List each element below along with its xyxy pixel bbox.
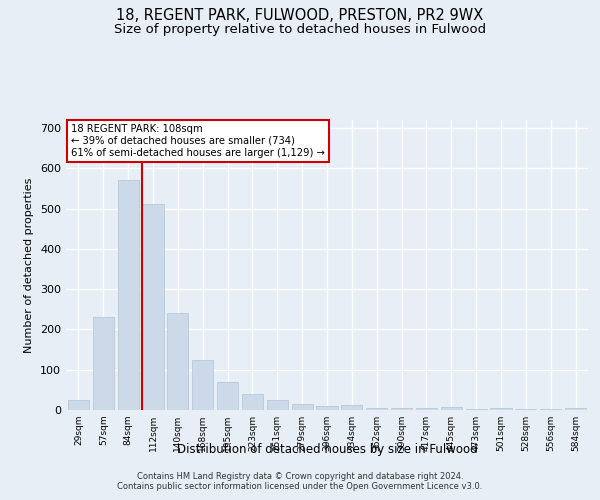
Bar: [242, 394, 263, 410]
Bar: [93, 316, 114, 410]
Bar: [118, 180, 139, 410]
Bar: [142, 204, 164, 410]
Bar: [366, 408, 387, 410]
Bar: [292, 404, 313, 410]
Text: Contains HM Land Registry data © Crown copyright and database right 2024.: Contains HM Land Registry data © Crown c…: [137, 472, 463, 481]
Bar: [267, 400, 288, 410]
Bar: [316, 406, 338, 410]
Bar: [515, 409, 536, 410]
Bar: [68, 400, 89, 410]
Bar: [341, 405, 362, 410]
Bar: [416, 408, 437, 410]
Bar: [167, 314, 188, 410]
Bar: [217, 382, 238, 410]
Text: Contains public sector information licensed under the Open Government Licence v3: Contains public sector information licen…: [118, 482, 482, 491]
Text: 18, REGENT PARK, FULWOOD, PRESTON, PR2 9WX: 18, REGENT PARK, FULWOOD, PRESTON, PR2 9…: [116, 8, 484, 22]
Bar: [441, 407, 462, 410]
Text: Distribution of detached houses by size in Fulwood: Distribution of detached houses by size …: [176, 442, 478, 456]
Bar: [391, 408, 412, 410]
Bar: [490, 408, 512, 410]
Bar: [565, 408, 586, 410]
Text: Size of property relative to detached houses in Fulwood: Size of property relative to detached ho…: [114, 22, 486, 36]
Bar: [192, 360, 213, 410]
Y-axis label: Number of detached properties: Number of detached properties: [25, 178, 34, 352]
Text: 18 REGENT PARK: 108sqm
← 39% of detached houses are smaller (734)
61% of semi-de: 18 REGENT PARK: 108sqm ← 39% of detached…: [71, 124, 325, 158]
Bar: [466, 409, 487, 410]
Bar: [540, 409, 561, 410]
